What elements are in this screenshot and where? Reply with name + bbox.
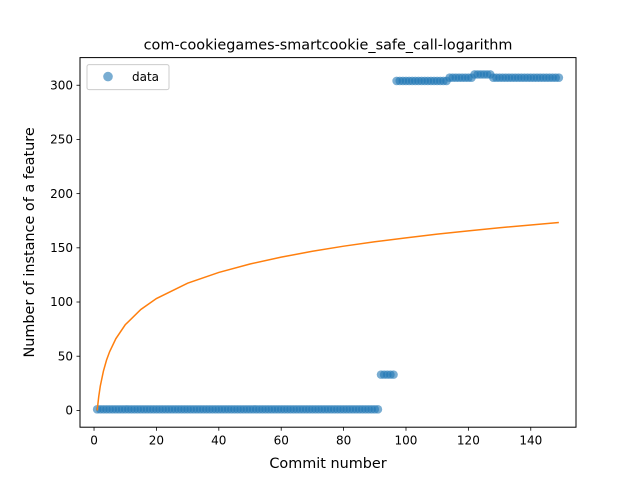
x-tick-label: 140 <box>519 434 542 448</box>
y-tick-label: 0 <box>65 404 73 418</box>
y-tick-label: 300 <box>50 78 73 92</box>
chart-title: com-cookiegames-smartcookie_safe_call-lo… <box>144 38 513 54</box>
x-axis-label: Commit number <box>269 456 386 472</box>
data-point <box>389 370 398 379</box>
legend-label-data: data <box>132 70 159 84</box>
y-tick-label: 150 <box>50 241 73 255</box>
legend-box <box>86 64 170 91</box>
x-tick-label: 20 <box>149 434 164 448</box>
x-tick-label: 60 <box>274 434 289 448</box>
x-tick-label: 0 <box>90 434 98 448</box>
x-axis: 0 20 40 60 80 100 120 140 <box>90 427 542 448</box>
series-layer <box>92 70 564 414</box>
data-point <box>373 405 383 414</box>
x-tick-label: 80 <box>336 434 351 448</box>
y-tick-label: 50 <box>58 349 73 363</box>
y-axis: 0 50 100 150 200 250 300 <box>50 78 80 418</box>
axes-frame <box>79 57 577 428</box>
legend-marker-data <box>103 71 113 82</box>
data-point <box>554 73 564 82</box>
fit-line <box>96 221 559 411</box>
y-tick-label: 100 <box>50 295 73 309</box>
y-tick-label: 200 <box>50 187 73 201</box>
x-tick-label: 100 <box>395 434 418 448</box>
plot-area <box>79 57 577 428</box>
legend: data <box>86 64 170 91</box>
data-points <box>92 70 564 414</box>
x-tick-label: 120 <box>457 434 480 448</box>
x-tick-label: 40 <box>211 434 226 448</box>
y-axis-label: Number of instance of a feature <box>22 127 38 357</box>
y-tick-label: 250 <box>50 133 73 147</box>
